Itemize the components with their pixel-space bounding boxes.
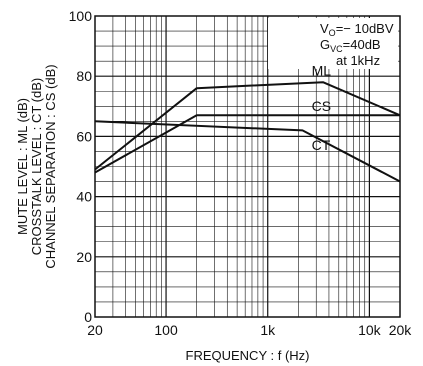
condition-vo: VO=− 10dBV bbox=[320, 21, 394, 38]
y-tick-label: 80 bbox=[76, 68, 92, 84]
x-tick-label: 100 bbox=[154, 322, 178, 338]
x-tick-labels: 20 100 1k 10k 20k bbox=[87, 322, 412, 338]
y-axis-label-line: CHANNEL SEPARATION : CS (dB) bbox=[43, 64, 58, 268]
x-tick-label: 1k bbox=[260, 322, 276, 338]
series-label-cs: CS bbox=[312, 98, 331, 114]
conditions-box bbox=[268, 18, 398, 69]
y-tick-label: 40 bbox=[76, 189, 92, 205]
condition-gvc-symbol: G bbox=[320, 37, 330, 52]
condition-frequency: at 1kHz bbox=[336, 53, 380, 68]
series-line-ml bbox=[94, 81, 401, 171]
x-tick-label: 20 bbox=[87, 322, 103, 338]
x-axis-label: FREQUENCY : f (Hz) bbox=[186, 348, 310, 363]
series-label-ml: ML bbox=[312, 63, 332, 79]
plot-frame bbox=[94, 15, 401, 318]
condition-gvc-value: =40dB bbox=[343, 37, 381, 52]
y-tick-labels: 0 20 40 60 80 100 bbox=[69, 8, 93, 325]
condition-gvc-subscript: VC bbox=[330, 44, 343, 54]
series-line-ct bbox=[94, 120, 401, 183]
y-tick-label: 20 bbox=[76, 249, 92, 265]
series-line-cs bbox=[94, 114, 400, 174]
y-axis-label-line: CROSSTALK LEVEL : CT (dB) bbox=[29, 78, 44, 255]
y-axis-label-line: MUTE LEVEL : ML (dB) bbox=[15, 98, 30, 235]
y-tick-label: 60 bbox=[76, 128, 92, 144]
condition-gvc: GVC=40dB bbox=[320, 37, 381, 54]
series-label-ct: CT bbox=[312, 137, 331, 153]
y-tick-label: 100 bbox=[69, 8, 93, 24]
x-tick-label: 10k bbox=[358, 322, 382, 338]
y-axis-label: MUTE LEVEL : ML (dB) CROSSTALK LEVEL : CT… bbox=[15, 64, 58, 268]
x-tick-label: 20k bbox=[389, 322, 413, 338]
series-lines bbox=[94, 81, 401, 183]
series-labels: ML CS CT bbox=[312, 63, 332, 153]
condition-vo-subscript: O bbox=[329, 28, 336, 38]
condition-vo-value: =− 10dBV bbox=[336, 21, 394, 36]
y-tick-label: 0 bbox=[84, 309, 92, 325]
condition-vo-symbol: V bbox=[320, 21, 329, 36]
